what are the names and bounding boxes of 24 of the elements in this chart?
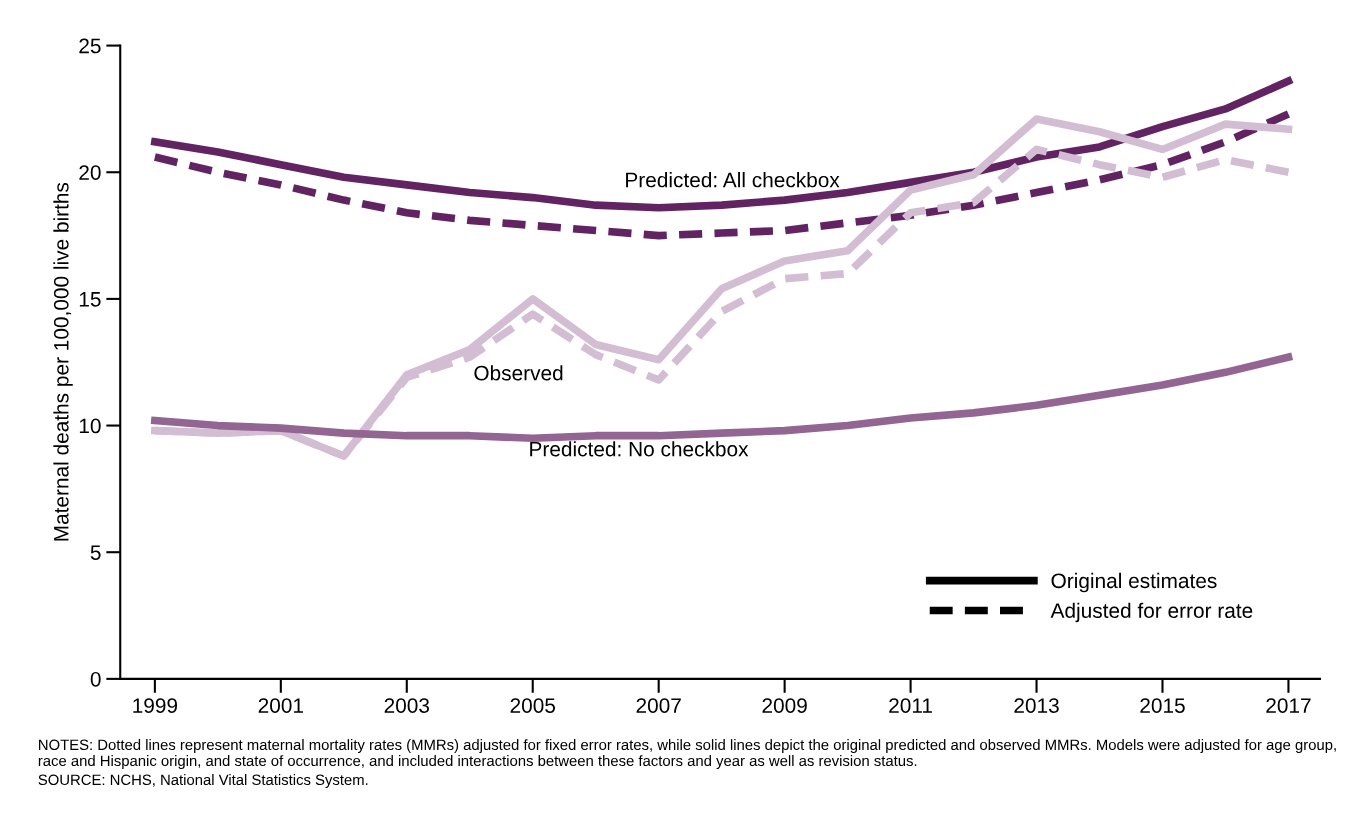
x-tick-label: 2011	[889, 698, 932, 713]
y-tick-label: 5	[90, 545, 101, 560]
annotation: Predicted: All checkbox	[626, 172, 840, 188]
text: NOTES: Dotted lines represent maternal mortality rates (MMRs) adjusted for fixed error rates, while solid lines depict the original predicted and observed MMRs. Models were adjusted for age group, race and Hispanic origin, and state of occurrence, and included interactions between these factors and year as well as revision status.	[38, 739, 1336, 769]
x-tick-label: 2009	[762, 698, 807, 713]
source-note: SOURCE: NCHS, National Vital Statistics System.	[38, 774, 368, 788]
x-tick-label: 2015	[1140, 698, 1185, 713]
annotation: Original estimates	[1051, 572, 1217, 593]
x-tick-label: 2007	[636, 698, 681, 713]
y-tick-label: 10	[79, 418, 101, 434]
x-tick-label: 2003	[384, 698, 430, 713]
x-tick-label: 2001	[258, 698, 303, 713]
y-tick-label: 0	[90, 671, 101, 687]
y-tick-label: 25	[79, 38, 101, 54]
x-tick-label: 2017	[1266, 698, 1311, 713]
x-tick-label: 1999	[133, 698, 178, 713]
x-tick-label: 2013	[1014, 698, 1059, 713]
y-tick-label: 20	[79, 165, 101, 180]
annotation: Observed	[474, 365, 563, 381]
y-tick-label: 15	[79, 292, 101, 307]
y-axis-title: Maternal deaths per 100,000 live births	[53, 182, 73, 541]
annotation: Predicted: No checkbox	[530, 441, 749, 457]
x-tick-label: 2005	[510, 698, 556, 713]
annotation: Adjusted for error rate	[1050, 602, 1253, 623]
